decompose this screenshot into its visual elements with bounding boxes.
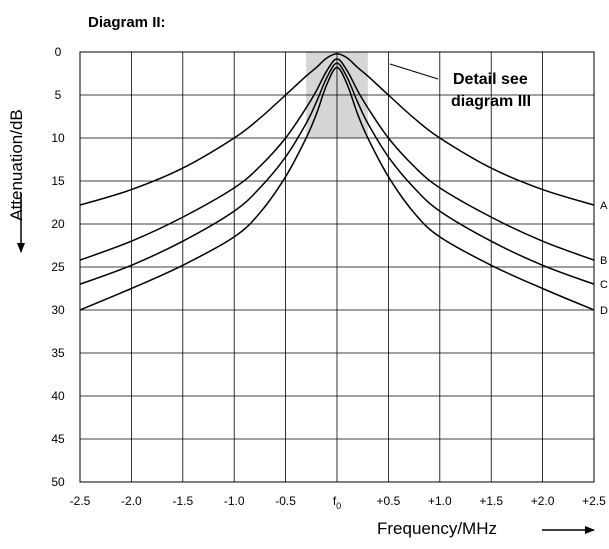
curve-label-a: A — [600, 200, 608, 212]
annotation-line-2: diagram III — [451, 93, 531, 110]
x-tick-label-5: f0 — [333, 494, 341, 511]
y-tick-labels: 0 5 10 15 20 25 30 35 40 45 50 — [51, 45, 65, 489]
grid — [79, 51, 595, 483]
curve-label-b: B — [600, 255, 607, 267]
annotation-line-1: Detail see — [453, 71, 528, 88]
y-tick-label-7: 35 — [51, 346, 65, 360]
x-axis-label: Frequency/MHz — [377, 519, 497, 538]
x-tick-label-3: -1.0 — [224, 494, 245, 508]
y-tick-label-0: 0 — [55, 45, 62, 59]
y-tick-label-10: 50 — [51, 475, 65, 489]
y-axis-label: Attenuation/dB — [7, 109, 26, 221]
curve-a — [79, 52, 595, 206]
y-tick-label-9: 45 — [51, 432, 65, 446]
x-tick-label-10: +2.5 — [582, 494, 606, 508]
y-tick-label-5: 25 — [51, 260, 65, 274]
plot-frame — [79, 51, 595, 483]
annotation-leader-line — [389, 63, 439, 80]
curve-label-c: C — [600, 279, 608, 291]
x-tick-label-8: +1.5 — [479, 494, 503, 508]
y-tick-label-1: 5 — [55, 88, 62, 102]
x-tick-label-6: +0.5 — [377, 494, 401, 508]
x-tick-label-2: -1.5 — [172, 494, 193, 508]
series-labels: A BC D — [600, 200, 608, 317]
x-tick-label-0: -2.5 — [70, 494, 91, 508]
x-tick-label-9: +2.0 — [531, 494, 555, 508]
x-tick-label-1: -2.0 — [121, 494, 142, 508]
curve-c — [79, 62, 595, 285]
curve-b — [79, 58, 595, 261]
curve-d — [79, 66, 595, 311]
x-tick-labels: -2.5 -2.0 -1.5 -1.0 -0.5 f0 +0.5 +1.0 +1.5 +2.0 +2… — [70, 494, 607, 511]
y-tick-label-2: 10 — [51, 131, 65, 145]
x-tick-label-4: -0.5 — [275, 494, 296, 508]
y-tick-label-8: 40 — [51, 389, 65, 403]
x-tick-label-7: +1.0 — [428, 494, 452, 508]
series-layer — [79, 52, 595, 311]
y-tick-label-3: 15 — [51, 174, 65, 188]
chart-title: Diagram II: — [88, 14, 166, 31]
curve-label-d: D — [600, 305, 608, 317]
y-tick-label-4: 20 — [51, 217, 65, 231]
y-tick-label-6: 30 — [51, 303, 65, 317]
